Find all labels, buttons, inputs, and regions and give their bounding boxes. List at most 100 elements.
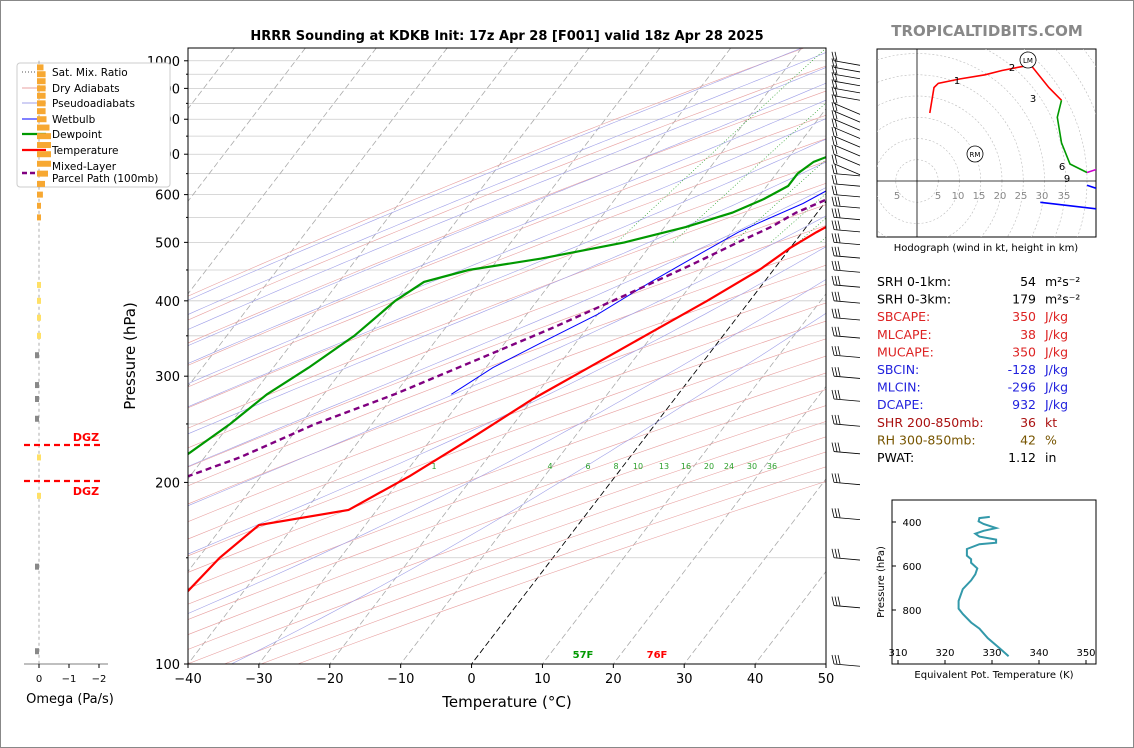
hodo-ring-label: 5: [935, 191, 941, 202]
omega-bar: [37, 116, 47, 123]
wind-barb-staff: [833, 118, 861, 131]
wind-barb-flag: [831, 308, 835, 318]
wind-barb-flag: [837, 196, 841, 206]
hodo-segment: [929, 65, 1063, 114]
wind-barb-flag: [831, 110, 835, 120]
skewt-profiles: 57F 76F: [188, 155, 826, 661]
wind-barb-staff: [833, 95, 861, 101]
wind-barb-flag: [831, 86, 835, 96]
hodograph-title: Hodograph (wind in kt, height in km): [894, 243, 1079, 254]
wind-barb-flag: [837, 508, 841, 518]
wind-barb-flag: [831, 346, 835, 356]
stat-value: 36: [1020, 415, 1036, 430]
wind-barb-flag: [831, 164, 835, 174]
hodo-ring-label: 25: [1015, 191, 1028, 202]
mixing-ratio-label: 10: [633, 462, 643, 471]
omega-bar: [37, 202, 41, 209]
stat-value: -128: [1008, 362, 1036, 377]
stat-label: SBCIN:: [877, 362, 919, 377]
isotherm: [542, 293, 826, 664]
wind-barb-flag: [837, 233, 841, 243]
watermark: TROPICALTIDBITS.COM: [891, 22, 1083, 40]
isotherm: [188, 48, 661, 664]
stat-unit: m²s⁻²: [1045, 292, 1080, 307]
wind-barb-staff: [833, 229, 861, 233]
wind-barb-flag: [834, 414, 838, 425]
wind-barb-flag: [834, 164, 838, 174]
thetae-y-tick-label: 400: [902, 518, 921, 529]
wind-barb-flag: [831, 291, 835, 301]
x-tick-label: 10: [534, 672, 551, 687]
y-tick-label: 300: [155, 370, 180, 385]
wind-barb-flag: [831, 185, 835, 195]
legend-box: [16, 62, 171, 188]
wind-barb-staff: [833, 375, 861, 379]
wind-barb-staff: [833, 102, 861, 115]
skewt-plot-area: [187, 47, 827, 665]
skewt-background-lines: 1 4 6 8 10 13 16 20 24 30 36: [188, 48, 826, 664]
wind-barb-flag: [831, 72, 835, 82]
stat-unit: J/kg: [1044, 344, 1068, 359]
omega-bar: [37, 151, 51, 158]
y-tick-label: 600: [155, 189, 180, 204]
omega-bar: [37, 332, 41, 339]
dry-adiabat: [188, 204, 826, 449]
wind-barb-flag: [831, 596, 835, 606]
wind-barb-flag: [831, 389, 835, 400]
thetae-x-label: Equivalent Pot. Temperature (K): [914, 670, 1073, 681]
x-tick-label: −30: [245, 672, 272, 687]
omega-bar: [37, 454, 41, 461]
dgz-label: DGZ: [73, 485, 99, 498]
x-tick-label: 30: [676, 672, 693, 687]
wind-barb-flag: [831, 127, 835, 137]
mixing-ratio-line: [770, 193, 826, 243]
hodograph-plot-area: [876, 48, 1097, 238]
wind-barb-staff: [833, 73, 861, 80]
wind-barb-flag: [831, 145, 835, 155]
dry-adiabat: [188, 161, 826, 409]
wind-barb-flag: [831, 414, 835, 425]
dry-adiabat: [188, 90, 826, 344]
wind-barb-staff: [833, 163, 861, 176]
isotherm: [329, 48, 802, 664]
isotherm: [188, 48, 377, 295]
hodo-ring-label: 15: [973, 191, 986, 202]
wind-barb-flag: [834, 367, 838, 377]
wind-barb-staff: [833, 482, 861, 486]
wind-barb-flag: [837, 473, 841, 483]
moist-adiabat: [188, 161, 826, 435]
series-dewpoint: [188, 155, 826, 456]
wind-barb-staff: [833, 87, 861, 94]
wind-barb-flag: [831, 196, 835, 206]
stat-label: RH 300-850mb:: [877, 432, 976, 447]
wind-barb-flag: [831, 326, 835, 336]
moist-adiabat: [188, 67, 826, 330]
legend-label: Temperature: [51, 145, 119, 157]
wind-barb-staff: [833, 284, 861, 288]
stat-unit: m²s⁻²: [1045, 274, 1080, 289]
mixing-ratio-label: 1: [431, 462, 436, 471]
wind-barb-flag: [831, 275, 835, 286]
stat-unit: %: [1045, 432, 1057, 447]
omega-bar: [37, 314, 41, 321]
y-tick-label: 400: [155, 295, 180, 310]
x-tick-label: 20: [605, 672, 622, 687]
wind-barb-flag: [834, 58, 838, 68]
wind-barb-flag: [834, 442, 838, 452]
hodo-segment: [1086, 168, 1096, 174]
x-tick-label: 50: [818, 672, 835, 687]
omega-tick-label: 0: [36, 674, 42, 685]
omega-bar: [35, 352, 39, 359]
dry-adiabat: [188, 405, 826, 635]
wind-barb-staff: [833, 127, 861, 139]
wind-barb-flag: [831, 442, 835, 452]
stat-value: 350: [1012, 344, 1036, 359]
wind-barb-flag: [837, 442, 841, 452]
wind-barb-flag: [834, 291, 838, 301]
wind-barb-flag: [831, 220, 835, 230]
stat-label: MUCAPE:: [877, 344, 934, 359]
y-tick-label: 200: [155, 476, 180, 491]
wind-barb-flag: [831, 58, 835, 68]
wind-barb-staff: [833, 110, 861, 123]
